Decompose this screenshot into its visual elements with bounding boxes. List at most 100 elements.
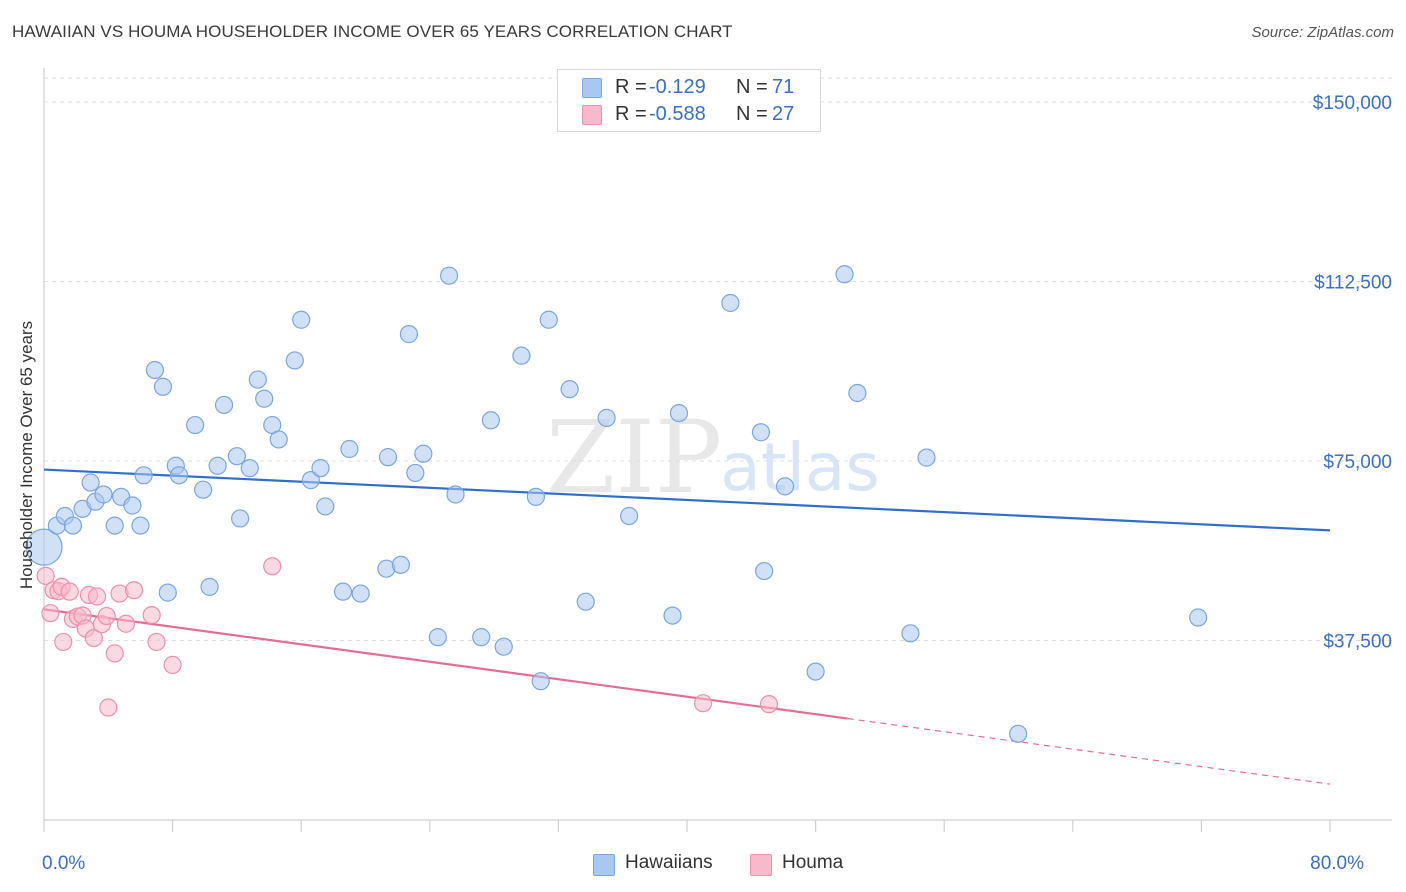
point-hawaiians (123, 496, 142, 515)
gridlines (44, 77, 1392, 641)
y-tick-label: $37,500 (1323, 631, 1392, 652)
point-hawaiians (901, 624, 920, 643)
point-houma (87, 587, 107, 606)
point-hawaiians (806, 662, 825, 681)
point-hawaiians (240, 459, 259, 478)
point-houma (54, 632, 73, 652)
correlation-legend: R = -0.129 N = 71 R = -0.588 N = 27 (557, 69, 821, 132)
point-hawaiians (755, 561, 774, 581)
point-houma (84, 628, 103, 648)
point-hawaiians (153, 377, 173, 396)
y-tick-label: $112,500 (1314, 272, 1392, 293)
bottom-legend-label-houma: Houma (782, 852, 844, 873)
point-hawaiians (158, 583, 177, 602)
point-hawaiians (200, 577, 219, 596)
point-hawaiians (620, 506, 639, 526)
watermark-atlas: atlas (720, 429, 880, 506)
legend-r-value-houma: -0.588 (649, 103, 706, 125)
point-hawaiians (105, 516, 124, 535)
point-hawaiians (145, 360, 165, 380)
point-hawaiians (391, 555, 410, 574)
point-hawaiians (835, 265, 854, 284)
point-hawaiians (917, 448, 936, 467)
trend-line-extension-houma (847, 717, 1331, 785)
tick-labels: $37,500 $75,000 $112,500 $150,000 0.0% 80.0% (42, 93, 1392, 874)
bottom-legend-swatch-hawaiians (593, 854, 615, 876)
point-hawaiians (227, 447, 246, 466)
point-hawaiians (428, 628, 447, 647)
point-hawaiians (1009, 724, 1028, 743)
point-hawaiians (255, 389, 274, 408)
point-hawaiians (94, 485, 113, 504)
y-tick-label: $75,000 (1323, 452, 1392, 473)
point-hawaiians (63, 516, 83, 535)
point-hawaiians (663, 606, 682, 625)
point-houma (759, 695, 779, 714)
point-hawaiians (406, 463, 425, 483)
source-attribution: Source: ZipAtlas.com (1251, 24, 1394, 41)
point-hawaiians (351, 584, 370, 603)
point-hawaiians (340, 439, 359, 459)
point-houma (105, 644, 124, 663)
x-tick-label: 80.0% (1310, 853, 1364, 874)
point-hawaiians (669, 403, 689, 423)
y-tick-label: $150,000 (1313, 93, 1392, 114)
point-hawaiians (134, 466, 153, 485)
point-hawaiians (194, 480, 213, 499)
point-hawaiians (494, 637, 513, 656)
point-hawaiians (721, 293, 740, 313)
point-houma (116, 614, 136, 633)
x-tick-label: 0.0% (42, 853, 85, 874)
legend-n-value-houma: 27 (772, 103, 795, 125)
point-hawaiians (446, 485, 465, 504)
chart-title: HAWAIIAN VS HOUMA HOUSEHOLDER INCOME OVE… (12, 22, 733, 41)
point-houma (41, 604, 60, 623)
point-hawaiians (301, 471, 320, 490)
point-hawaiians (512, 346, 531, 365)
point-hawaiians (378, 448, 398, 467)
point-hawaiians (316, 497, 335, 516)
point-hawaiians (208, 456, 227, 475)
legend-n-value-hawaiians: 71 (772, 76, 795, 98)
point-houma (163, 655, 182, 674)
point-houma (99, 698, 118, 717)
point-houma (124, 581, 144, 600)
point-hawaiians (414, 444, 433, 463)
watermark: ZIP atlas (546, 399, 880, 516)
legend-r-label: R = (615, 76, 647, 98)
point-hawaiians (186, 415, 205, 435)
point-hawaiians (333, 582, 353, 601)
point-hawaiians (214, 395, 234, 415)
point-hawaiians (285, 351, 304, 370)
trend-line-houma (43, 608, 848, 720)
point-houma (36, 566, 55, 585)
point-hawaiians (81, 473, 100, 492)
point-hawaiians (131, 516, 150, 535)
point-hawaiians (751, 423, 771, 442)
bottom-legend-label-hawaiians: Hawaiians (625, 852, 713, 873)
point-hawaiians (399, 325, 419, 344)
point-hawaiians (292, 310, 311, 329)
point-hawaiians (531, 672, 550, 691)
point-houma (693, 694, 713, 713)
point-hawaiians (848, 383, 867, 403)
point-hawaiians (25, 528, 63, 566)
legend-n-label: N = (736, 76, 768, 98)
point-houma (142, 606, 161, 625)
y-axis-label: Householder Income Over 65 years (17, 320, 36, 590)
point-houma (60, 582, 79, 601)
point-hawaiians (472, 628, 491, 647)
point-hawaiians (775, 477, 795, 496)
point-hawaiians (560, 380, 579, 399)
trend-line-hawaiians (43, 468, 1331, 532)
point-hawaiians (169, 466, 189, 485)
point-hawaiians (311, 459, 330, 478)
point-houma (263, 557, 282, 576)
data-points (25, 265, 1208, 743)
point-hawaiians (481, 411, 500, 430)
point-hawaiians (269, 430, 288, 449)
legend-r-value-hawaiians: -0.129 (649, 76, 706, 98)
axes (43, 68, 1392, 832)
legend-r-label: R = (615, 103, 647, 125)
point-houma (97, 606, 116, 626)
